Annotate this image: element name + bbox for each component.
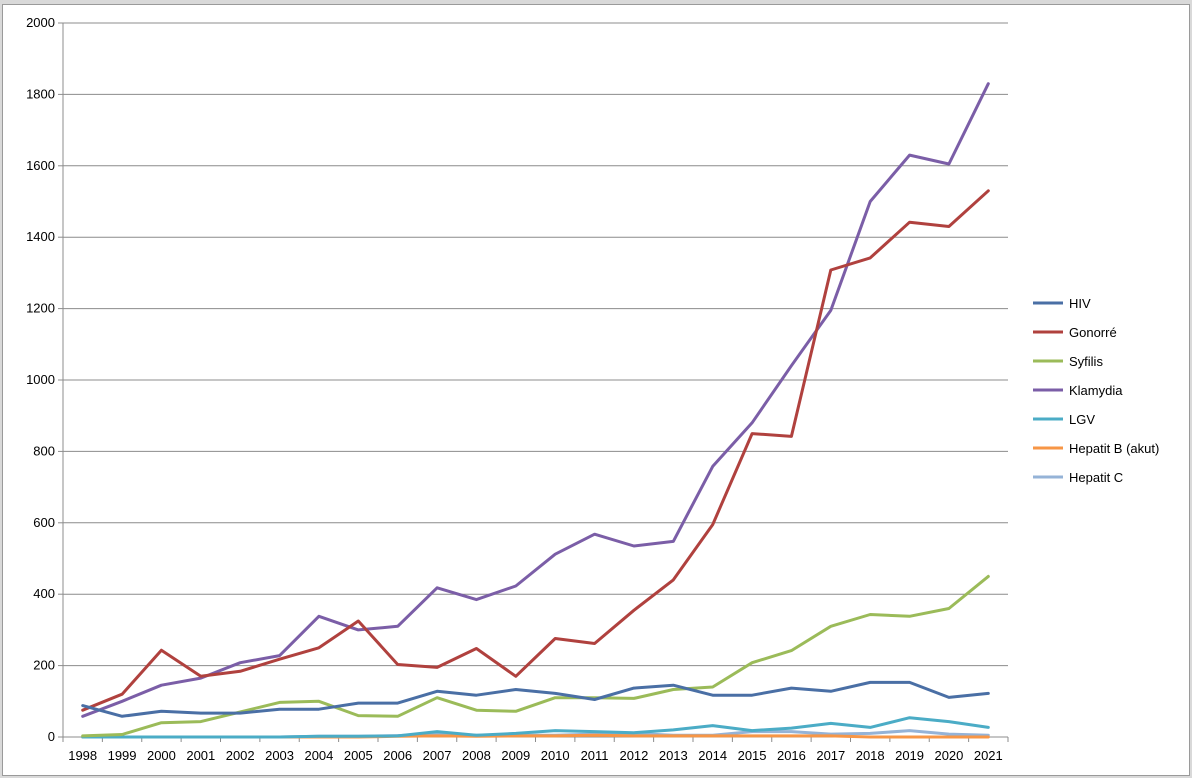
- legend-label-gonorr: Gonorré: [1069, 325, 1117, 340]
- y-tick-label: 0: [48, 729, 55, 744]
- x-tick-label: 1999: [108, 748, 137, 763]
- y-tick-label: 800: [33, 443, 55, 458]
- x-axis: 1998 1999 2000 2001 2002 2003 2004 2005 2006 2007…: [62, 736, 1009, 763]
- x-tick-label: 2008: [462, 748, 491, 763]
- x-tick-label: 2007: [423, 748, 452, 763]
- y-tick-label: 400: [33, 586, 55, 601]
- y-tick-label: 1400: [26, 229, 55, 244]
- legend-label-syfilis: Syfilis: [1069, 354, 1103, 369]
- y-tick-label: 200: [33, 658, 55, 673]
- y-axis: 0 200 400 600 800 1000 1200 1400 1600 1800 2000: [26, 15, 64, 744]
- y-tick-label: 2000: [26, 15, 55, 30]
- legend-label-hepatit-c: Hepatit C: [1069, 470, 1123, 485]
- x-tick-label: 2002: [226, 748, 255, 763]
- x-tick-label: 2018: [856, 748, 885, 763]
- x-tick-label: 2021: [974, 748, 1003, 763]
- x-tick-label: 2004: [304, 748, 333, 763]
- legend: HIV Gonorré Syfilis Klamydia LGV Hepatit B (a…: [1033, 296, 1159, 485]
- x-tick-label: 2013: [659, 748, 688, 763]
- x-tick-label: 2000: [147, 748, 176, 763]
- y-tick-label: 1200: [26, 301, 55, 316]
- series-line-hiv: [81, 680, 990, 718]
- x-tick-label: 2010: [541, 748, 570, 763]
- series-line-lgv: [81, 716, 990, 739]
- series-lines: [81, 82, 990, 739]
- y-tick-label: 1800: [26, 86, 55, 101]
- x-tick-label: 2001: [186, 748, 215, 763]
- x-tick-label: 2003: [265, 748, 294, 763]
- y-tick-label: 1600: [26, 158, 55, 173]
- legend-label-lgv: LGV: [1069, 412, 1095, 427]
- y-tick-label: 600: [33, 515, 55, 530]
- chart-window: 0 200 400 600 800 1000 1200 1400 1600 1800 2000 19…: [2, 4, 1190, 776]
- x-tick-label: 2011: [581, 748, 609, 763]
- x-tick-label: 2005: [344, 748, 373, 763]
- legend-label-hepatit-b-akut: Hepatit B (akut): [1069, 441, 1159, 456]
- gridlines: [63, 22, 1008, 667]
- x-tick-label: 2019: [895, 748, 924, 763]
- series-line-klamydia: [81, 82, 990, 718]
- x-tick-label: 2014: [698, 748, 727, 763]
- x-tick-label: 2020: [934, 748, 963, 763]
- series-line-gonorr: [81, 189, 990, 712]
- legend-label-klamydia: Klamydia: [1069, 383, 1123, 398]
- x-tick-label: 2012: [619, 748, 648, 763]
- x-tick-label: 2006: [383, 748, 412, 763]
- x-tick-label: 1998: [68, 748, 97, 763]
- line-chart: 0 200 400 600 800 1000 1200 1400 1600 1800 2000 19…: [26, 15, 1159, 763]
- y-tick-label: 1000: [26, 372, 55, 387]
- x-tick-label: 2016: [777, 748, 806, 763]
- legend-label-hiv: HIV: [1069, 296, 1091, 311]
- x-tick-label: 2015: [738, 748, 767, 763]
- x-tick-label: 2009: [501, 748, 530, 763]
- x-tick-label: 2017: [816, 748, 845, 763]
